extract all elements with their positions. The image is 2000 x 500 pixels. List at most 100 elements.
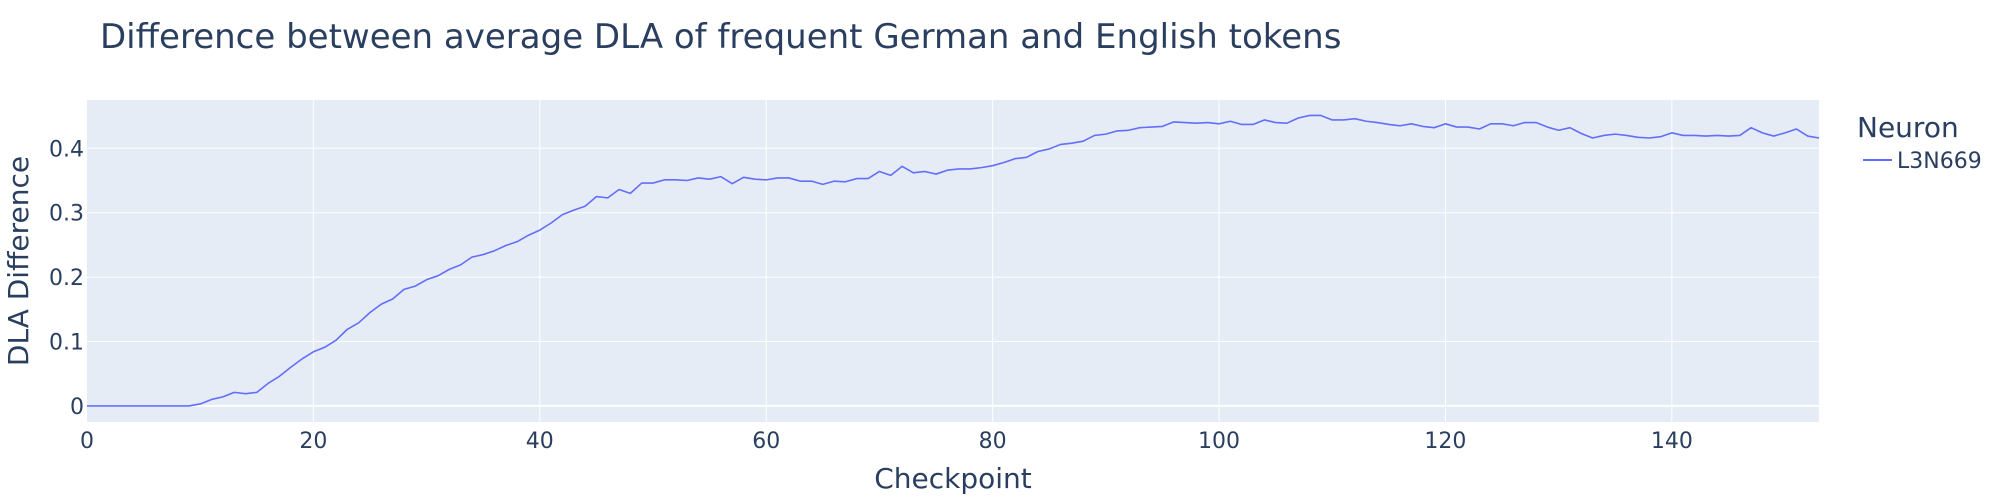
- x-tick-label: 100: [1198, 429, 1240, 454]
- data-point: [1739, 134, 1741, 136]
- data-point: [799, 180, 801, 182]
- data-point: [1456, 126, 1458, 128]
- data-point: [1003, 161, 1005, 163]
- data-point: [1048, 148, 1050, 150]
- data-point: [324, 346, 326, 348]
- x-axis-label: Checkpoint: [874, 462, 1032, 495]
- data-point: [1580, 132, 1582, 134]
- data-point: [505, 245, 507, 247]
- data-point: [1275, 122, 1277, 124]
- data-point: [1195, 122, 1197, 124]
- y-tick-label: 0.3: [49, 202, 84, 227]
- data-point: [267, 382, 269, 384]
- data-point: [1286, 122, 1288, 124]
- data-point: [709, 178, 711, 180]
- x-tick-label: 20: [299, 429, 327, 454]
- data-point: [1614, 133, 1616, 135]
- legend-item-L3N669[interactable]: L3N669: [1897, 149, 1982, 174]
- x-tick-label: 140: [1651, 429, 1693, 454]
- data-point: [414, 285, 416, 287]
- data-point: [312, 351, 314, 353]
- data-point: [109, 405, 111, 407]
- data-point: [86, 405, 88, 407]
- data-point: [380, 303, 382, 305]
- data-point: [584, 205, 586, 207]
- data-point: [426, 279, 428, 281]
- data-point: [810, 180, 812, 182]
- x-tick-label: 60: [752, 429, 780, 454]
- data-point: [1354, 118, 1356, 120]
- x-tick-label: 40: [526, 429, 554, 454]
- data-point: [120, 405, 122, 407]
- data-point: [946, 169, 948, 171]
- data-point: [188, 405, 190, 407]
- data-point: [403, 288, 405, 290]
- data-point: [720, 176, 722, 178]
- data-point: [844, 181, 846, 183]
- data-point: [777, 177, 779, 179]
- data-point: [1365, 120, 1367, 122]
- data-point: [1229, 120, 1231, 122]
- data-point: [1331, 119, 1333, 121]
- data-point: [154, 405, 156, 407]
- data-point: [143, 405, 145, 407]
- data-point: [1682, 134, 1684, 136]
- data-point: [199, 403, 201, 405]
- data-point: [1252, 123, 1254, 125]
- data-point: [1727, 135, 1729, 137]
- data-point: [177, 405, 179, 407]
- data-point: [1082, 140, 1084, 142]
- data-point: [629, 192, 631, 194]
- data-point: [392, 298, 394, 300]
- data-point: [1150, 126, 1152, 128]
- data-point: [573, 209, 575, 211]
- y-tick-label: 0.2: [49, 266, 84, 291]
- data-point: [471, 256, 473, 258]
- plot-background: [87, 100, 1819, 422]
- data-point: [754, 178, 756, 180]
- data-point: [1309, 114, 1311, 116]
- data-point: [1388, 123, 1390, 125]
- data-point: [980, 167, 982, 169]
- data-point: [346, 328, 348, 330]
- data-point: [1773, 135, 1775, 137]
- data-point: [1467, 126, 1469, 128]
- data-point: [1501, 123, 1503, 125]
- data-point: [278, 375, 280, 377]
- data-point: [788, 177, 790, 179]
- data-point: [1377, 122, 1379, 124]
- data-point: [1444, 123, 1446, 125]
- data-point: [165, 405, 167, 407]
- data-point: [1761, 132, 1763, 134]
- data-point: [1512, 125, 1514, 127]
- data-point: [358, 322, 360, 324]
- data-point: [335, 339, 337, 341]
- data-point: [641, 182, 643, 184]
- data-point: [1750, 127, 1752, 129]
- data-point: [1433, 127, 1435, 129]
- data-point: [607, 197, 609, 199]
- y-tick-label: 0: [70, 395, 84, 420]
- data-point: [1660, 136, 1662, 138]
- data-point: [437, 275, 439, 277]
- data-point: [1410, 123, 1412, 125]
- data-point: [686, 180, 688, 182]
- x-tick-label: 120: [1424, 429, 1466, 454]
- y-tick-label: 0.4: [49, 137, 84, 162]
- data-point: [448, 268, 450, 270]
- data-point: [1105, 133, 1107, 135]
- data-point: [1026, 156, 1028, 158]
- data-point: [1784, 132, 1786, 134]
- data-point: [1241, 123, 1243, 125]
- data-point: [856, 178, 858, 180]
- data-point: [1569, 127, 1571, 129]
- data-point: [1037, 151, 1039, 153]
- x-tick-label: 80: [979, 429, 1007, 454]
- data-point: [1716, 134, 1718, 136]
- data-point: [958, 168, 960, 170]
- data-point: [1263, 119, 1265, 121]
- data-point: [1524, 122, 1526, 124]
- data-point: [731, 183, 733, 185]
- data-point: [1705, 135, 1707, 137]
- data-point: [1127, 129, 1129, 131]
